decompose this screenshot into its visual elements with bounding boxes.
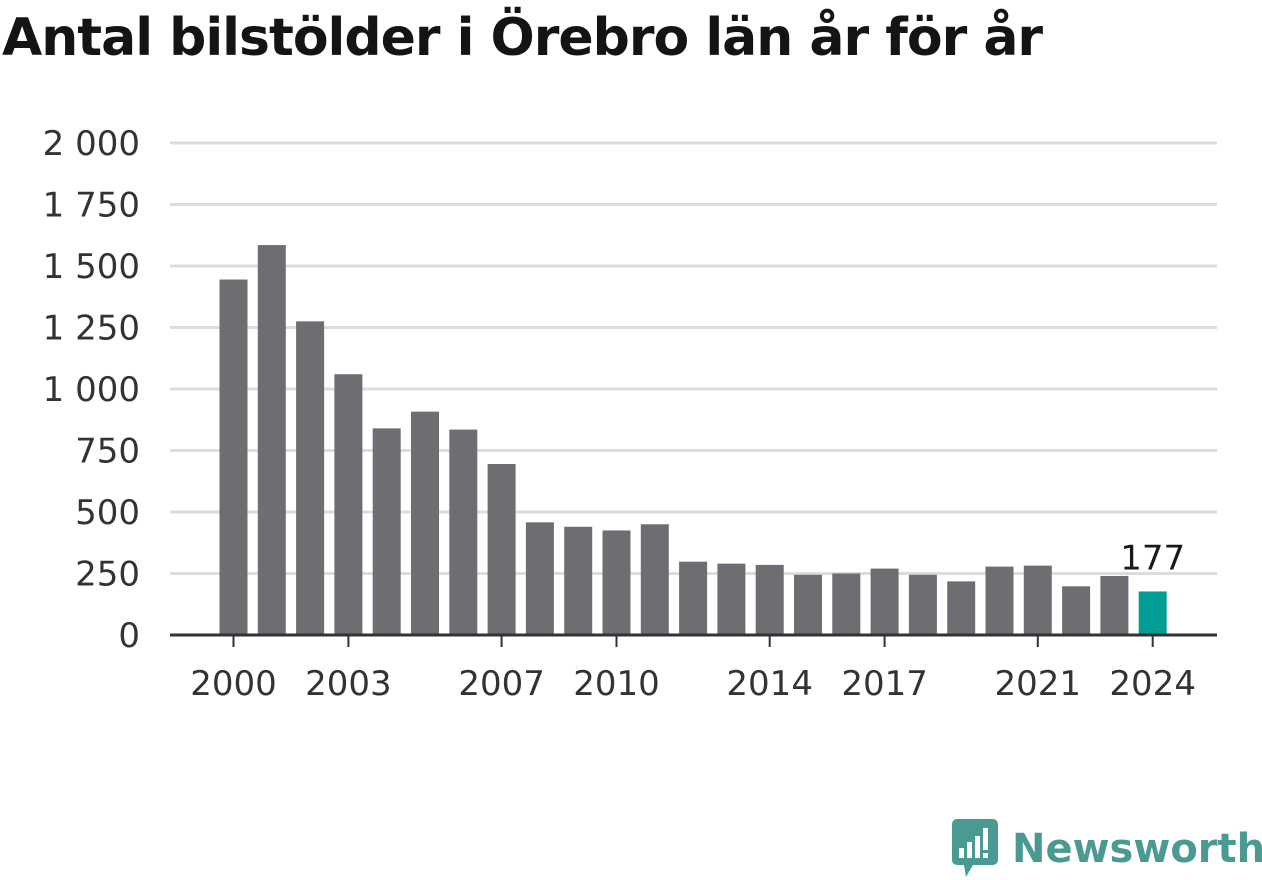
bar-2004 [372, 428, 401, 635]
bar-2012 [679, 561, 708, 635]
bar-2023 [1100, 575, 1129, 635]
y-tick-label: 500 [75, 493, 140, 533]
y-tick-label: 1 250 [43, 309, 140, 349]
x-tick-label: 2017 [841, 664, 928, 704]
bar-2021 [1023, 565, 1052, 635]
y-tick-label: 250 [75, 555, 140, 595]
y-tick-label: 0 [118, 616, 140, 656]
bar-2000 [219, 279, 248, 635]
bar-2006 [449, 429, 478, 635]
chart-title: Antal bilstölder i Örebro län år för år [2, 8, 1043, 68]
x-axis-ticks: 2000 2003 2007 2010 2014 2017 2021 2024 [190, 635, 1196, 704]
bar-2016 [832, 573, 861, 635]
gridlines [170, 141, 1217, 575]
bar-2001 [257, 245, 286, 635]
x-tick-label: 2021 [995, 664, 1082, 704]
y-tick-label: 1 000 [43, 370, 140, 410]
bar-2013 [717, 563, 746, 635]
bar-2009 [564, 526, 593, 635]
y-tick-label: 1 500 [43, 247, 140, 287]
x-tick-label: 2010 [573, 664, 660, 704]
brand-name: Newsworthy [1012, 826, 1262, 872]
y-axis-ticks: 0 250 500 750 1 000 1 250 1 500 1 750 2 000 [43, 124, 140, 656]
bar-2019 [947, 581, 976, 635]
bar-2011 [640, 524, 669, 635]
bar-2024 [1138, 591, 1167, 635]
bars [219, 245, 1167, 635]
newsworthy-chart-bubble-icon [952, 819, 998, 877]
bar-2003 [334, 374, 363, 635]
data-label-2024: 177 [1120, 538, 1185, 578]
data-labels: 177 [1120, 538, 1185, 578]
bar-2018 [908, 574, 937, 635]
bar-2010 [602, 530, 631, 635]
bar-2002 [296, 321, 325, 635]
newsworthy-brand: Newsworthy [950, 818, 1262, 880]
x-tick-label: 2007 [458, 664, 545, 704]
bar-2020 [985, 566, 1014, 635]
bar-2005 [411, 411, 439, 635]
x-tick-label: 2024 [1109, 664, 1196, 704]
x-tick-label: 2014 [726, 664, 813, 704]
x-tick-label: 2003 [305, 664, 392, 704]
y-tick-label: 2 000 [43, 124, 140, 164]
y-tick-label: 750 [75, 432, 140, 472]
bar-2014 [755, 564, 784, 635]
bar-2008 [525, 522, 554, 635]
bar-2015 [794, 574, 822, 635]
bar-2022 [1062, 586, 1091, 635]
y-tick-label: 1 750 [43, 186, 140, 226]
bar-2017 [870, 568, 899, 635]
bar-chart: 0 250 500 750 1 000 1 250 1 500 1 750 2 000 2000… [43, 124, 1217, 704]
x-tick-label: 2000 [190, 664, 277, 704]
bar-2007 [487, 464, 516, 635]
